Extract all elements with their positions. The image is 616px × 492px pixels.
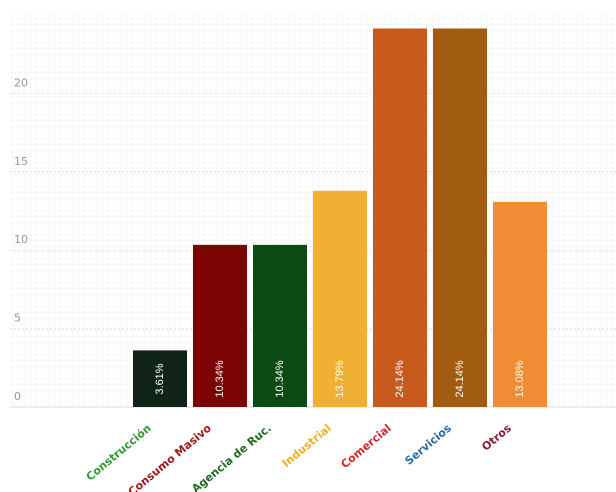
value-label: 24.14%	[394, 360, 406, 398]
value-label: 10.34%	[274, 360, 286, 398]
x-tick-label: Industrial	[280, 422, 334, 470]
bar	[433, 28, 487, 407]
value-label: 3.61%	[154, 363, 166, 394]
value-label: 24.14%	[454, 360, 466, 398]
bar	[193, 244, 247, 407]
bar	[313, 190, 367, 407]
y-tick-label: 20	[14, 76, 28, 89]
bar	[493, 201, 547, 407]
bar	[373, 28, 427, 407]
x-tick-label: Otros	[479, 421, 514, 453]
y-tick-label: 0	[14, 390, 21, 403]
y-tick-label: 15	[14, 155, 28, 168]
value-label: 13.79%	[334, 360, 346, 398]
bar	[253, 244, 307, 407]
y-tick-label: 10	[14, 233, 28, 246]
x-tick-label: Comercial	[338, 422, 393, 471]
x-tick-label: Servicios	[402, 421, 454, 467]
bar	[133, 350, 187, 407]
value-label: 13.08%	[514, 360, 526, 398]
y-tick-label: 5	[14, 312, 21, 325]
value-label: 10.34%	[214, 360, 226, 398]
